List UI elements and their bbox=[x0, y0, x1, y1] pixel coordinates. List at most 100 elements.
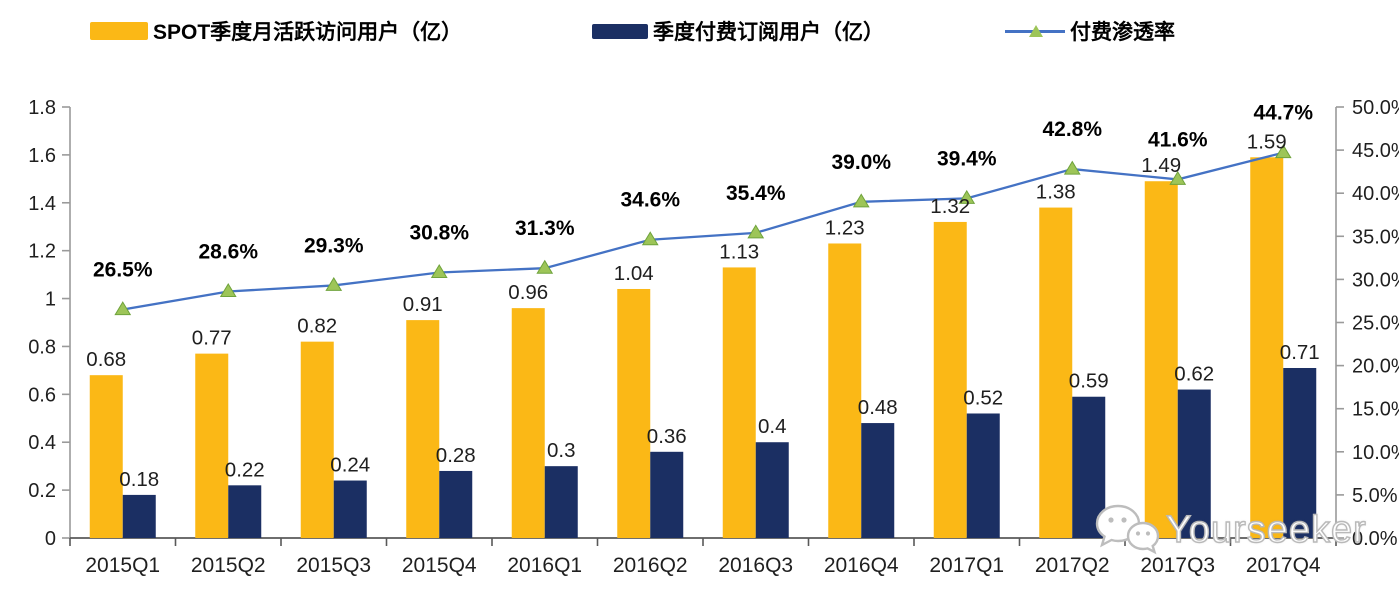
x-axis-category-label: 2016Q3 bbox=[718, 554, 793, 577]
subs-bar bbox=[1283, 367, 1317, 538]
mau-value-label: 0.82 bbox=[297, 315, 337, 338]
mau-bar bbox=[722, 267, 756, 538]
triangle-marker-icon bbox=[1274, 144, 1292, 159]
x-axis-category-label: 2017Q3 bbox=[1140, 554, 1215, 577]
left-axis-tick-label: 1.4 bbox=[28, 193, 56, 215]
right-axis-tick-label: 0.0% bbox=[1352, 528, 1398, 550]
subs-bar bbox=[333, 480, 367, 538]
mau-bar bbox=[828, 243, 862, 538]
right-axis-tick-label: 20.0% bbox=[1352, 356, 1399, 378]
line-marker-swatch-icon bbox=[1005, 23, 1065, 39]
triangle-marker-icon bbox=[536, 259, 554, 274]
right-axis-tick-label: 30.0% bbox=[1352, 269, 1399, 291]
triangle-marker-icon bbox=[114, 301, 132, 316]
mau-bar bbox=[511, 308, 545, 538]
x-axis-category-label: 2015Q4 bbox=[402, 554, 477, 577]
legend-item-penetration: 付费渗透率 bbox=[1005, 14, 1175, 48]
mau-bar bbox=[933, 221, 967, 538]
triangle-marker-icon bbox=[641, 231, 659, 246]
subs-bar bbox=[966, 413, 1000, 538]
x-axis-category-label: 2016Q1 bbox=[507, 554, 582, 577]
triangle-marker-icon bbox=[1169, 170, 1187, 185]
subs-value-label: 0.28 bbox=[436, 444, 476, 467]
legend-label-subs: 季度付费订阅用户（亿） bbox=[653, 21, 884, 44]
x-axis-category-label: 2017Q2 bbox=[1035, 554, 1110, 577]
right-axis-tick-label: 25.0% bbox=[1352, 313, 1399, 335]
x-axis-category-label: 2015Q2 bbox=[191, 554, 266, 577]
penetration-percent-label: 35.4% bbox=[726, 182, 786, 205]
penetration-percent-label: 39.4% bbox=[937, 147, 997, 170]
mau-bar bbox=[1039, 207, 1073, 539]
penetration-percent-label: 34.6% bbox=[620, 189, 680, 212]
bars bbox=[89, 157, 1317, 539]
subs-value-label: 0.36 bbox=[647, 425, 687, 448]
penetration-percent-label: 31.3% bbox=[515, 217, 575, 240]
subs-bar bbox=[122, 494, 156, 538]
mau-bar bbox=[195, 353, 229, 538]
subs-bar bbox=[1177, 389, 1211, 538]
left-axis-tick-label: 1.6 bbox=[28, 145, 56, 167]
mau-bar bbox=[300, 341, 334, 538]
subs-value-label: 0.48 bbox=[858, 396, 898, 419]
triangle-marker-icon bbox=[1063, 160, 1081, 175]
penetration-percent-label: 41.6% bbox=[1148, 128, 1208, 151]
right-axis-tick-label: 15.0% bbox=[1352, 399, 1399, 421]
left-axis-tick-label: 0 bbox=[45, 528, 56, 550]
triangle-marker-icon bbox=[747, 224, 765, 239]
mau-bar bbox=[1144, 181, 1178, 538]
triangle-marker-icon bbox=[958, 189, 976, 204]
left-axis-tick-label: 0.2 bbox=[28, 480, 56, 502]
x-axis-category-label: 2016Q2 bbox=[613, 554, 688, 577]
subs-value-label: 0.59 bbox=[1069, 370, 1109, 393]
penetration-percent-label: 29.3% bbox=[304, 234, 364, 257]
subs-bar bbox=[1072, 396, 1106, 538]
mau-value-label: 1.49 bbox=[1141, 154, 1181, 177]
mau-bar bbox=[406, 320, 440, 538]
mau-value-label: 1.32 bbox=[930, 195, 970, 218]
right-axis-tick-label: 5.0% bbox=[1352, 485, 1398, 507]
x-axis-category-label: 2017Q4 bbox=[1246, 554, 1321, 577]
subs-value-label: 0.52 bbox=[963, 386, 1003, 409]
penetration-percent-label: 39.0% bbox=[831, 151, 891, 174]
subs-value-label: 0.22 bbox=[225, 458, 265, 481]
legend-item-subs: 季度付费订阅用户（亿） bbox=[592, 14, 884, 48]
mau-value-label: 1.13 bbox=[719, 240, 759, 263]
subs-bar bbox=[439, 470, 473, 538]
mau-value-label: 0.68 bbox=[86, 348, 126, 371]
right-axis-tick-label: 40.0% bbox=[1352, 183, 1399, 205]
left-axis-tick-label: 1.2 bbox=[28, 241, 56, 263]
subs-bar bbox=[755, 442, 789, 538]
data-labels: 0.68 0.77 0.82 0.91 0.96 1.04 1.13 1.23 1.32 1.38… bbox=[86, 102, 1319, 491]
left-axis-tick-label: 1.8 bbox=[28, 97, 56, 119]
triangle-marker-icon bbox=[430, 264, 448, 279]
triangle-marker-icon bbox=[325, 276, 343, 291]
triangle-marker-icon bbox=[852, 193, 870, 208]
mau-bar bbox=[89, 375, 123, 538]
mau-value-label: 1.59 bbox=[1247, 130, 1287, 153]
mau-value-label: 1.04 bbox=[614, 262, 654, 285]
subs-swatch-icon bbox=[592, 23, 648, 39]
legend-label-penetration: 付费渗透率 bbox=[1070, 21, 1175, 44]
legend-label-mau: SPOT季度月活跃访问用户（亿） bbox=[153, 21, 463, 44]
right-axis-tick-label: 35.0% bbox=[1352, 226, 1399, 248]
x-axis-category-label: 2016Q4 bbox=[824, 554, 899, 577]
right-axis-tick-label: 50.0% bbox=[1352, 97, 1399, 119]
penetration-percent-label: 44.7% bbox=[1253, 102, 1313, 125]
penetration-percent-label: 42.8% bbox=[1042, 118, 1102, 141]
mau-bar bbox=[1250, 157, 1284, 539]
subs-value-label: 0.18 bbox=[119, 468, 159, 491]
left-axis-tick-label: 0.4 bbox=[28, 432, 56, 454]
penetration-percent-label: 28.6% bbox=[198, 240, 258, 263]
left-axis-tick-label: 0.8 bbox=[28, 336, 56, 358]
subs-bar bbox=[228, 485, 262, 538]
subs-value-label: 0.4 bbox=[758, 415, 787, 438]
mau-swatch-icon bbox=[90, 22, 148, 40]
subs-value-label: 0.71 bbox=[1280, 341, 1320, 364]
axes: 0 0.2 0.4 0.6 0.8 1 1.2 1.4 1.6 1.8 0.0% 5.0% 10.0% 1… bbox=[28, 97, 1399, 577]
subs-bar bbox=[650, 451, 684, 538]
mau-value-label: 1.38 bbox=[1036, 181, 1076, 204]
mau-value-label: 1.23 bbox=[825, 216, 865, 239]
x-axis-category-label: 2017Q1 bbox=[929, 554, 1004, 577]
right-axis-tick-label: 10.0% bbox=[1352, 442, 1399, 464]
